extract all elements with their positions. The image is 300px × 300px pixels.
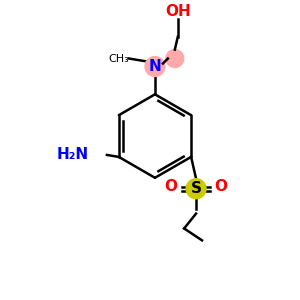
Text: S: S [190, 181, 202, 196]
Circle shape [145, 57, 165, 76]
Text: OH: OH [165, 4, 191, 19]
Text: O: O [214, 179, 227, 194]
Text: H₂N: H₂N [57, 147, 89, 162]
Circle shape [186, 179, 206, 199]
Text: O: O [165, 179, 178, 194]
Text: N: N [148, 59, 161, 74]
Circle shape [166, 50, 184, 68]
Text: CH₃: CH₃ [108, 53, 129, 64]
